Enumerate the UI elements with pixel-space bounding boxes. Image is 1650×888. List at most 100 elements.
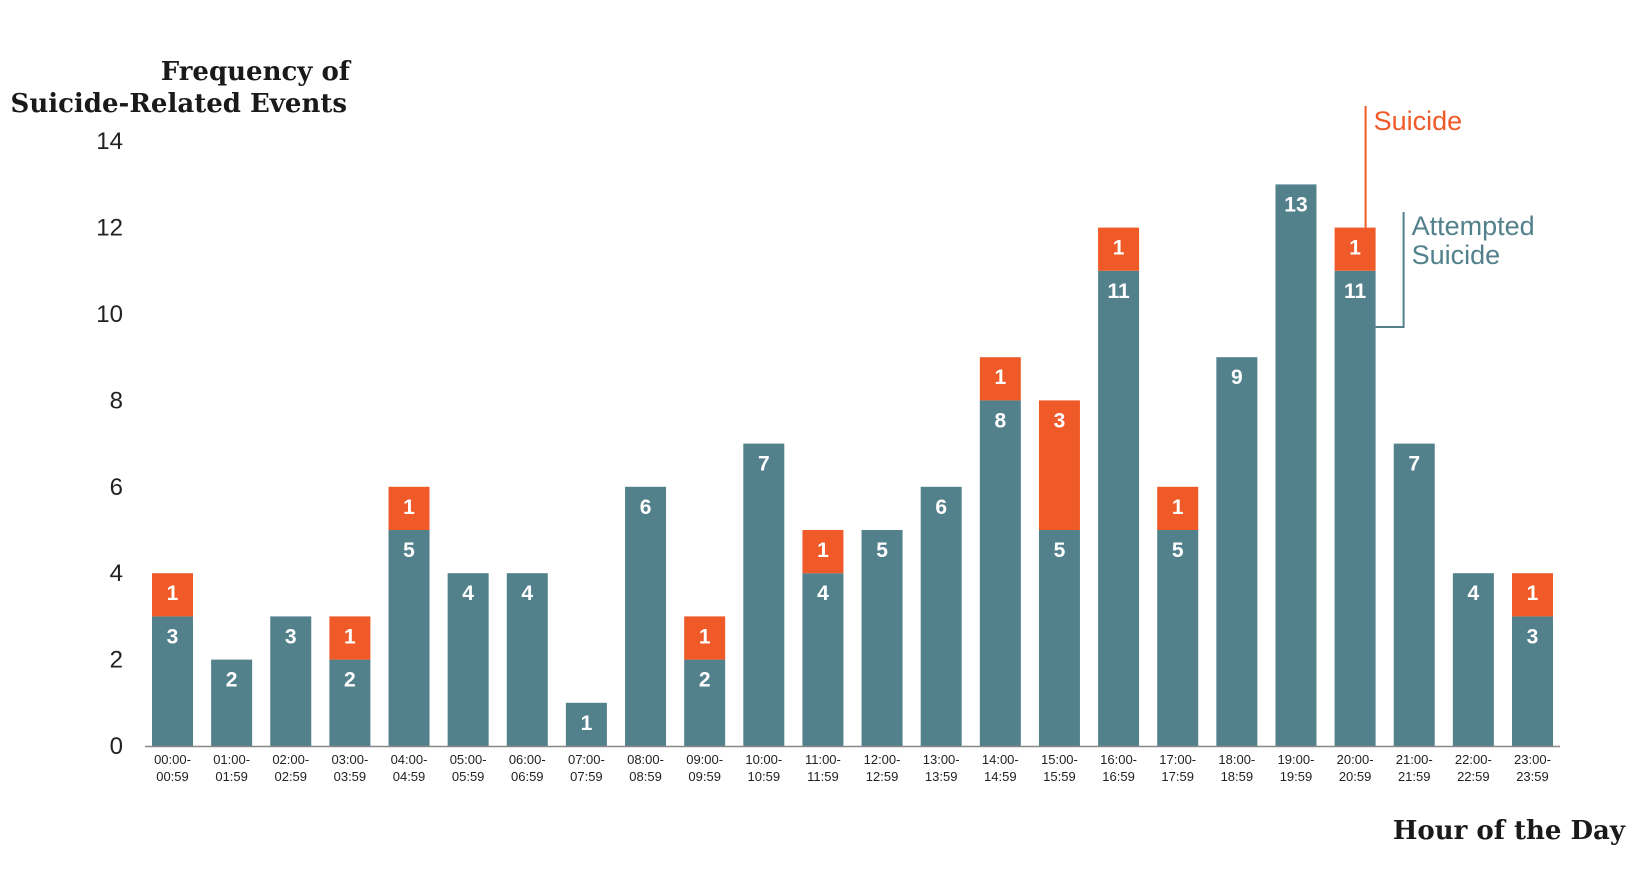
attempted-suicide-bar [1098, 270, 1140, 746]
suicide-value-label: 1 [1113, 237, 1125, 260]
attempted-suicide-value-label: 5 [1172, 539, 1184, 562]
attempted-suicide-value-label: 4 [521, 582, 533, 605]
y-tick-label: 2 [110, 647, 123, 674]
attempted-suicide-bar [861, 530, 903, 746]
attempted-suicide-bar [447, 573, 489, 746]
suicide-bar [979, 357, 1021, 401]
x-tick-label: 21:59 [1398, 769, 1431, 784]
suicide-bar [388, 486, 430, 530]
suicide-bar [1157, 486, 1199, 530]
y-tick-label: 12 [96, 215, 123, 242]
suicide-bar [684, 616, 726, 660]
y-axis-ticks: 0 2 4 6 8 10 12 14 [96, 128, 123, 760]
suicide-value-label: 1 [1527, 582, 1539, 605]
x-tick-label: 20:59 [1339, 769, 1372, 784]
suicide-value-label: 1 [817, 539, 829, 562]
x-tick-label: 01:00- [213, 752, 250, 767]
attempted-suicide-bar [1334, 270, 1376, 746]
x-tick-label: 23:59 [1516, 769, 1549, 784]
attempted-suicide-value-label: 4 [817, 582, 829, 605]
x-tick-label: 07:00- [568, 752, 605, 767]
x-tick-label: 00:00- [154, 752, 191, 767]
x-tick-label: 13:00- [923, 752, 960, 767]
x-tick-label: 17:00- [1159, 752, 1196, 767]
suicide-bar [1511, 573, 1553, 617]
suicide-bar [329, 616, 371, 660]
x-tick-label: 04:59 [393, 769, 426, 784]
x-tick-label: 18:59 [1221, 769, 1254, 784]
x-tick-label: 04:00- [391, 752, 428, 767]
attempted-suicide-bar [1393, 443, 1435, 746]
x-tick-label: 10:59 [748, 769, 781, 784]
attempted-suicide-bar [802, 573, 844, 746]
suicide-bar [1038, 400, 1080, 530]
attempted-suicide-bar [684, 659, 726, 746]
attempted-suicide-bar [270, 616, 312, 746]
attempted-suicide-bar [920, 486, 962, 746]
x-tick-label: 08:00- [627, 752, 664, 767]
y-tick-label: 0 [110, 733, 123, 760]
attempted-suicide-value-label: 6 [640, 496, 652, 519]
y-tick-label: 6 [110, 474, 123, 501]
attempted-suicide-bar [152, 616, 193, 746]
x-tick-label: 07:59 [570, 769, 603, 784]
attempted-suicide-bar [1275, 184, 1317, 746]
attempted-suicide-value-label: 6 [935, 496, 947, 519]
x-tick-label: 22:59 [1457, 769, 1490, 784]
x-tick-label: 06:59 [511, 769, 544, 784]
attempted-suicide-legend-leader [1375, 212, 1405, 328]
x-tick-label: 14:59 [984, 769, 1017, 784]
suicide-bar [1098, 227, 1140, 271]
x-tick-label: 18:00- [1218, 752, 1255, 767]
x-tick-label: 11:59 [807, 769, 839, 784]
x-tick-label: 14:00- [982, 752, 1019, 767]
attempted-suicide-value-label: 2 [699, 669, 711, 692]
attempted-suicide-legend-label: Suicide [1412, 240, 1501, 270]
x-tick-label: 03:59 [334, 769, 367, 784]
suicide-value-label: 1 [994, 366, 1006, 389]
attempted-suicide-value-label: 11 [1107, 280, 1130, 303]
suicide-value-label: 1 [403, 496, 415, 519]
x-tick-label: 12:00- [864, 752, 901, 767]
x-tick-label: 10:00- [745, 752, 782, 767]
suicide-value-label: 1 [1349, 237, 1361, 260]
x-tick-label: 15:00- [1041, 752, 1078, 767]
attempted-suicide-value-label: 9 [1231, 366, 1243, 389]
suicide-value-label: 1 [344, 625, 356, 648]
x-tick-label: 16:59 [1102, 769, 1135, 784]
attempted-suicide-value-label: 13 [1284, 193, 1307, 216]
x-tick-label: 23:00- [1514, 752, 1551, 767]
attempted-suicide-bar [1511, 616, 1553, 746]
x-tick-label: 13:59 [925, 769, 958, 784]
attempted-suicide-value-label: 1 [581, 712, 593, 735]
attempted-suicide-bar [979, 400, 1021, 746]
y-axis-label-line: Frequency of [161, 57, 352, 87]
suicide-value-label: 1 [167, 582, 179, 605]
x-tick-label: 02:00- [272, 752, 309, 767]
x-tick-label: 02:59 [274, 769, 307, 784]
attempted-suicide-value-label: 11 [1344, 280, 1367, 303]
attempted-suicide-value-label: 5 [1054, 539, 1066, 562]
x-tick-label: 03:00- [331, 752, 368, 767]
x-tick-label: 19:00- [1278, 752, 1315, 767]
x-tick-label: 11:00- [805, 752, 841, 767]
suicide-bar [152, 573, 193, 617]
attempted-suicide-value-label: 7 [758, 453, 770, 476]
suicide-legend-label: Suicide [1374, 106, 1463, 136]
x-tick-label: 09:00- [686, 752, 723, 767]
x-tick-label: 19:59 [1280, 769, 1313, 784]
x-tick-label: 06:00- [509, 752, 546, 767]
attempted-suicide-value-label: 4 [462, 582, 474, 605]
y-tick-label: 14 [96, 128, 123, 155]
attempted-suicide-bar [1452, 573, 1494, 746]
attempted-suicide-value-label: 3 [285, 625, 297, 648]
y-axis-label-line: Suicide-Related Events [11, 89, 347, 119]
attempted-suicide-bar [1157, 530, 1199, 746]
attempted-suicide-bar [329, 659, 371, 746]
attempted-suicide-legend-label: Attempted [1412, 211, 1535, 241]
x-tick-label: 16:00- [1100, 752, 1137, 767]
